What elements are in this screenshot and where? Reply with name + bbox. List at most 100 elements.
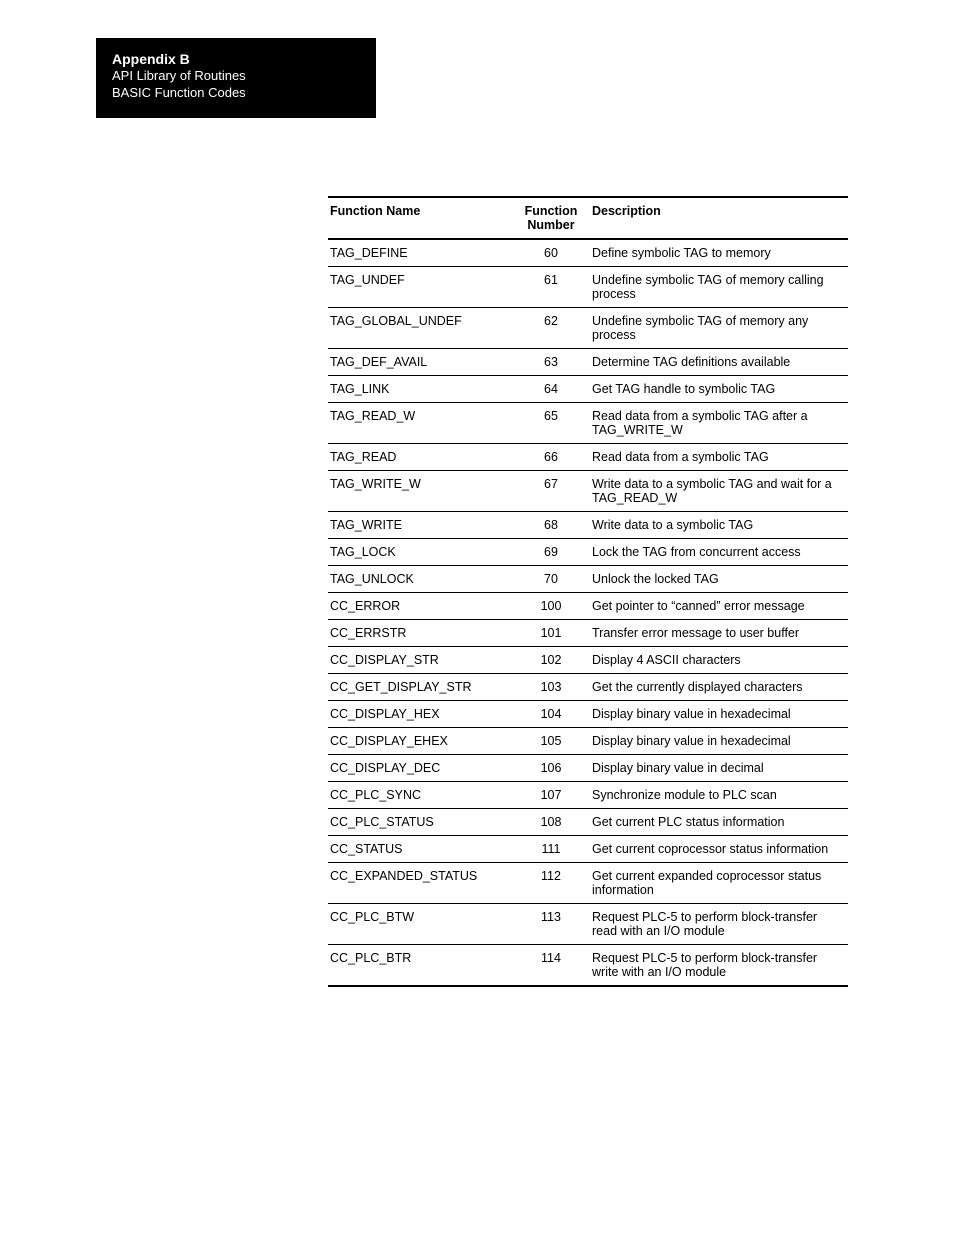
cell-description: Write data to a symbolic TAG and wait fo… <box>590 470 848 511</box>
table-row: CC_GET_DISPLAY_STR103Get the currently d… <box>328 673 848 700</box>
table-row: TAG_DEF_AVAIL63Determine TAG definitions… <box>328 348 848 375</box>
cell-function-number: 112 <box>518 862 590 903</box>
cell-function-name: TAG_READ_W <box>328 402 518 443</box>
cell-function-name: CC_PLC_BTW <box>328 903 518 944</box>
cell-description: Unlock the locked TAG <box>590 565 848 592</box>
col-header-name: Function Name <box>328 197 518 239</box>
cell-function-name: CC_STATUS <box>328 835 518 862</box>
cell-function-name: TAG_WRITE_W <box>328 470 518 511</box>
cell-function-number: 113 <box>518 903 590 944</box>
table-row: TAG_WRITE68Write data to a symbolic TAG <box>328 511 848 538</box>
col-header-number: Function Number <box>518 197 590 239</box>
cell-description: Read data from a symbolic TAG <box>590 443 848 470</box>
appendix-subtitle-1: API Library of Routines <box>112 68 360 85</box>
table-row: CC_PLC_BTW113Request PLC-5 to perform bl… <box>328 903 848 944</box>
table-row: CC_STATUS111Get current coprocessor stat… <box>328 835 848 862</box>
table-row: TAG_DEFINE60Define symbolic TAG to memor… <box>328 239 848 267</box>
cell-description: Request PLC-5 to perform block-transfer … <box>590 903 848 944</box>
table-row: CC_PLC_BTR114Request PLC-5 to perform bl… <box>328 944 848 986</box>
cell-description: Request PLC-5 to perform block-transfer … <box>590 944 848 986</box>
table-row: TAG_UNLOCK70Unlock the locked TAG <box>328 565 848 592</box>
cell-function-number: 103 <box>518 673 590 700</box>
cell-function-number: 68 <box>518 511 590 538</box>
cell-function-name: TAG_DEF_AVAIL <box>328 348 518 375</box>
cell-description: Transfer error message to user buffer <box>590 619 848 646</box>
cell-description: Undefine symbolic TAG of memory calling … <box>590 266 848 307</box>
cell-function-name: TAG_WRITE <box>328 511 518 538</box>
cell-function-number: 102 <box>518 646 590 673</box>
cell-function-number: 65 <box>518 402 590 443</box>
table-row: TAG_READ_W65Read data from a symbolic TA… <box>328 402 848 443</box>
cell-description: Write data to a symbolic TAG <box>590 511 848 538</box>
cell-description: Get current expanded coprocessor status … <box>590 862 848 903</box>
table-row: TAG_READ66Read data from a symbolic TAG <box>328 443 848 470</box>
table-row: TAG_GLOBAL_UNDEF62Undefine symbolic TAG … <box>328 307 848 348</box>
cell-function-number: 106 <box>518 754 590 781</box>
cell-function-number: 66 <box>518 443 590 470</box>
appendix-subtitle-2: BASIC Function Codes <box>112 85 360 102</box>
cell-function-name: CC_ERROR <box>328 592 518 619</box>
table-row: CC_PLC_SYNC107Synchronize module to PLC … <box>328 781 848 808</box>
table-row: TAG_UNDEF61Undefine symbolic TAG of memo… <box>328 266 848 307</box>
col-header-description: Description <box>590 197 848 239</box>
cell-function-number: 62 <box>518 307 590 348</box>
cell-description: Lock the TAG from concurrent access <box>590 538 848 565</box>
table-row: TAG_LINK64Get TAG handle to symbolic TAG <box>328 375 848 402</box>
cell-function-number: 67 <box>518 470 590 511</box>
appendix-title: Appendix B <box>112 50 360 68</box>
cell-function-name: TAG_DEFINE <box>328 239 518 267</box>
cell-function-number: 104 <box>518 700 590 727</box>
cell-function-number: 61 <box>518 266 590 307</box>
function-codes-table: Function Name Function Number Descriptio… <box>328 196 848 987</box>
cell-function-number: 64 <box>518 375 590 402</box>
cell-function-name: CC_EXPANDED_STATUS <box>328 862 518 903</box>
cell-function-name: CC_DISPLAY_HEX <box>328 700 518 727</box>
cell-function-number: 108 <box>518 808 590 835</box>
cell-description: Display binary value in hexadecimal <box>590 727 848 754</box>
cell-function-name: TAG_UNLOCK <box>328 565 518 592</box>
cell-function-name: CC_GET_DISPLAY_STR <box>328 673 518 700</box>
cell-function-number: 107 <box>518 781 590 808</box>
cell-function-name: TAG_UNDEF <box>328 266 518 307</box>
appendix-header: Appendix B API Library of Routines BASIC… <box>96 38 376 118</box>
cell-description: Display binary value in hexadecimal <box>590 700 848 727</box>
table-row: TAG_WRITE_W67Write data to a symbolic TA… <box>328 470 848 511</box>
cell-function-number: 100 <box>518 592 590 619</box>
cell-function-name: CC_DISPLAY_EHEX <box>328 727 518 754</box>
cell-function-name: CC_PLC_STATUS <box>328 808 518 835</box>
table-row: CC_ERROR100Get pointer to “canned” error… <box>328 592 848 619</box>
table-row: CC_DISPLAY_EHEX105Display binary value i… <box>328 727 848 754</box>
cell-function-number: 111 <box>518 835 590 862</box>
cell-function-number: 105 <box>518 727 590 754</box>
cell-function-number: 63 <box>518 348 590 375</box>
cell-function-name: TAG_GLOBAL_UNDEF <box>328 307 518 348</box>
cell-description: Get pointer to “canned” error message <box>590 592 848 619</box>
table-header-row: Function Name Function Number Descriptio… <box>328 197 848 239</box>
table-row: CC_ERRSTR101Transfer error message to us… <box>328 619 848 646</box>
table-row: CC_DISPLAY_STR102Display 4 ASCII charact… <box>328 646 848 673</box>
cell-description: Define symbolic TAG to memory <box>590 239 848 267</box>
cell-function-name: CC_PLC_BTR <box>328 944 518 986</box>
cell-function-number: 69 <box>518 538 590 565</box>
cell-function-name: TAG_LINK <box>328 375 518 402</box>
table-row: CC_DISPLAY_DEC106Display binary value in… <box>328 754 848 781</box>
cell-description: Get the currently displayed characters <box>590 673 848 700</box>
cell-description: Get TAG handle to symbolic TAG <box>590 375 848 402</box>
table-row: TAG_LOCK69Lock the TAG from concurrent a… <box>328 538 848 565</box>
cell-description: Display 4 ASCII characters <box>590 646 848 673</box>
cell-description: Synchronize module to PLC scan <box>590 781 848 808</box>
cell-description: Determine TAG definitions available <box>590 348 848 375</box>
cell-function-number: 70 <box>518 565 590 592</box>
cell-description: Display binary value in decimal <box>590 754 848 781</box>
table-body: TAG_DEFINE60Define symbolic TAG to memor… <box>328 239 848 986</box>
cell-function-name: TAG_READ <box>328 443 518 470</box>
table-row: CC_EXPANDED_STATUS112Get current expande… <box>328 862 848 903</box>
cell-function-name: CC_DISPLAY_DEC <box>328 754 518 781</box>
cell-description: Get current PLC status information <box>590 808 848 835</box>
cell-function-name: CC_ERRSTR <box>328 619 518 646</box>
cell-function-name: TAG_LOCK <box>328 538 518 565</box>
cell-function-name: CC_DISPLAY_STR <box>328 646 518 673</box>
cell-description: Get current coprocessor status informati… <box>590 835 848 862</box>
cell-function-number: 114 <box>518 944 590 986</box>
cell-function-number: 101 <box>518 619 590 646</box>
